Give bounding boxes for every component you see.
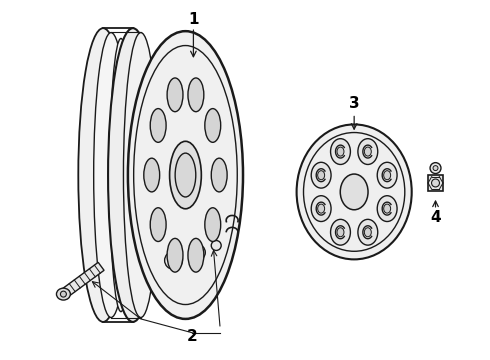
Circle shape (60, 291, 66, 297)
Ellipse shape (211, 158, 227, 192)
Ellipse shape (311, 162, 331, 188)
Ellipse shape (110, 39, 132, 312)
Ellipse shape (358, 219, 378, 245)
Ellipse shape (108, 28, 158, 322)
Ellipse shape (188, 238, 204, 272)
Ellipse shape (318, 204, 324, 213)
Ellipse shape (165, 251, 182, 269)
FancyBboxPatch shape (428, 175, 443, 191)
Ellipse shape (170, 141, 201, 209)
Ellipse shape (78, 28, 128, 322)
Text: 4: 4 (430, 210, 441, 225)
Ellipse shape (377, 196, 397, 221)
Circle shape (430, 163, 441, 174)
Ellipse shape (318, 171, 324, 180)
Ellipse shape (169, 256, 178, 265)
Ellipse shape (331, 219, 350, 245)
Ellipse shape (205, 109, 220, 142)
Ellipse shape (365, 228, 371, 237)
Ellipse shape (205, 208, 220, 242)
Ellipse shape (56, 288, 71, 300)
Ellipse shape (150, 109, 166, 142)
Circle shape (433, 166, 438, 171)
Ellipse shape (384, 204, 391, 213)
Ellipse shape (128, 31, 243, 319)
Ellipse shape (188, 78, 204, 112)
Ellipse shape (167, 238, 183, 272)
Circle shape (432, 179, 440, 187)
Ellipse shape (311, 196, 331, 221)
Ellipse shape (94, 33, 128, 318)
Text: 1: 1 (188, 12, 198, 27)
Text: 3: 3 (349, 96, 360, 111)
Ellipse shape (340, 174, 368, 210)
Polygon shape (60, 262, 104, 298)
Ellipse shape (190, 244, 205, 260)
Ellipse shape (384, 171, 391, 180)
Text: 2: 2 (187, 329, 198, 344)
Ellipse shape (175, 153, 196, 197)
Ellipse shape (150, 208, 166, 242)
Ellipse shape (365, 147, 371, 156)
Ellipse shape (167, 78, 183, 112)
Ellipse shape (144, 158, 160, 192)
Ellipse shape (331, 139, 350, 165)
Circle shape (211, 240, 221, 251)
Ellipse shape (337, 228, 344, 237)
Ellipse shape (296, 125, 412, 260)
Ellipse shape (358, 139, 378, 165)
Ellipse shape (377, 162, 397, 188)
Ellipse shape (123, 33, 158, 318)
Ellipse shape (337, 147, 344, 156)
Circle shape (194, 243, 201, 251)
